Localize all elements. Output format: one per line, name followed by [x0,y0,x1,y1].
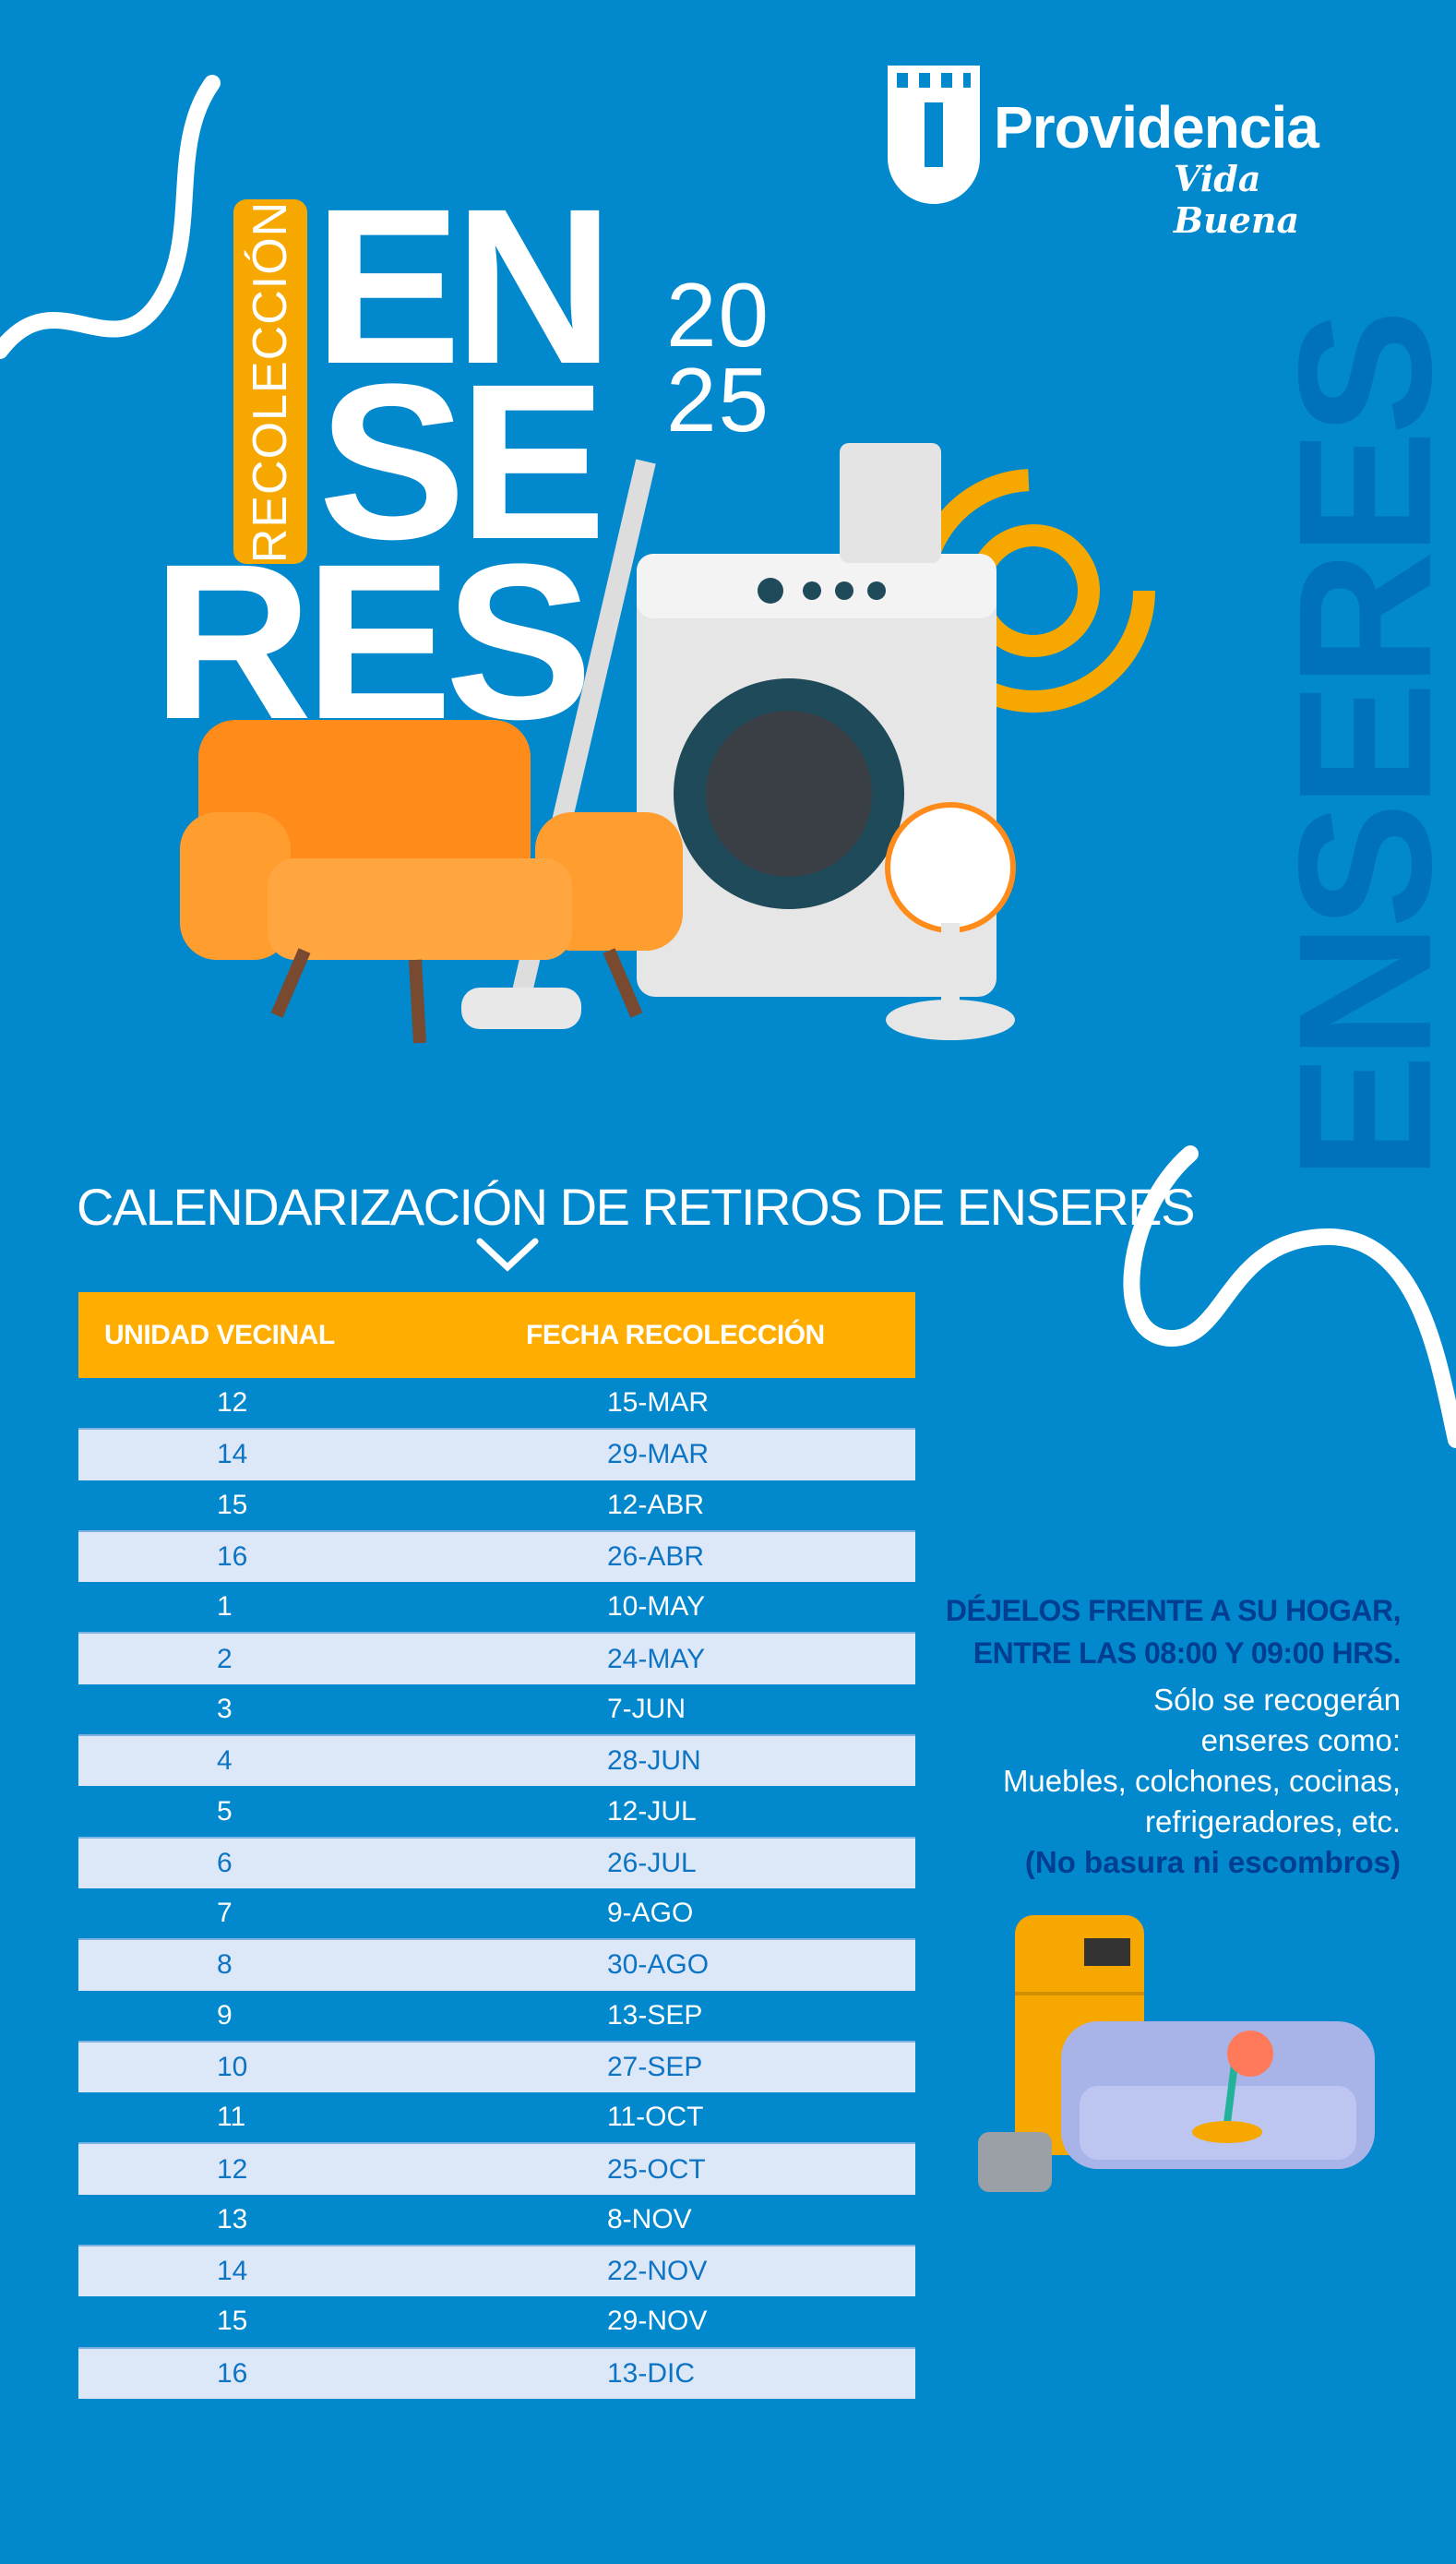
fecha-cell: 29-MAR [498,1428,915,1480]
crest-icon [888,66,980,204]
unidad-vecinal-cell: 12 [78,2142,498,2195]
table-row: 1 10-MAY [78,1582,915,1633]
fecha-cell: 15-MAR [607,1387,710,1419]
table-row: 7 9-AGO [78,1888,915,1939]
fecha-cell: 13-SEP [607,1999,703,2031]
armchair-image [180,720,683,1044]
side-word-text: ENSERES [1259,315,1456,1180]
year-line-2: 25 [666,349,771,450]
fecha-cell: 27-SEP [498,2040,915,2093]
table-row: 12 15-MAR [78,1378,915,1429]
fecha-cell: 28-JUN [498,1734,915,1787]
detail-line: Muebles, colchones, cocinas, [1002,1764,1401,1798]
table-row: 14 22-NOV [78,2245,915,2297]
table-row: 11 11-OCT [78,2092,915,2143]
brand-tagline: Vida Buena [1174,158,1300,241]
lamp-image [1192,2031,1273,2143]
recoleccion-text: RECOLECCIÓN [244,200,297,563]
table-row: 5 12-JUL [78,1786,915,1837]
year-line-1: 20 [666,264,771,365]
fecha-cell: 30-AGO [498,1938,915,1991]
unidad-vecinal-cell: 10 [78,2040,498,2093]
fecha-cell: 22-NOV [498,2245,915,2297]
unidad-vecinal-cell: 7 [217,1898,233,1929]
instruction-line: DÉJELOS FRENTE A SU HOGAR, [945,1594,1402,1627]
sofa-image [1061,2021,1375,2169]
table-row: 4 28-JUN [78,1734,915,1787]
table-row: 13 8-NOV [78,2195,915,2246]
detail-line: Sólo se recogerán [1153,1683,1401,1717]
unidad-vecinal-cell: 2 [78,1632,498,1684]
recoleccion-label: RECOLECCIÓN [233,199,307,564]
table-row: 10 27-SEP [78,2040,915,2093]
unidad-vecinal-cell: 16 [78,1529,498,1583]
fecha-cell: 29-NOV [607,2306,708,2337]
table-header: UNIDAD VECINAL FECHA RECOLECCIÓN [78,1292,915,1378]
unidad-vecinal-cell: 13 [217,2203,248,2235]
table-row: 15 12-ABR [78,1480,915,1531]
table-row: 16 13-DIC [78,2346,915,2399]
fecha-cell: 25-OCT [498,2142,915,2195]
chevron-down-icon [476,1238,539,1272]
unidad-vecinal-cell: 1 [217,1591,233,1623]
unidad-vecinal-cell: 5 [217,1795,233,1827]
unidad-vecinal-cell: 14 [78,2245,498,2297]
detail-text: Sólo se recogerán enseres como: Muebles,… [921,1680,1401,1842]
table-row: 14 29-MAR [78,1428,915,1480]
providencia-logo: Providencia Vida Buena [888,66,1349,241]
hero-title-line-1: EN [314,162,614,410]
unidad-vecinal-cell: 4 [78,1734,498,1787]
fecha-cell: 26-ABR [498,1529,915,1583]
table-row: 16 26-ABR [78,1529,915,1583]
table-row: 2 24-MAY [78,1632,915,1684]
unidad-vecinal-cell: 11 [217,2102,246,2133]
side-word: ENSERES [1259,277,1456,1218]
unidad-vecinal-cell: 3 [217,1693,233,1724]
fecha-cell: 26-JUL [498,1836,915,1888]
fecha-cell: 24-MAY [498,1632,915,1684]
white-squiggle-top [0,75,221,359]
fecha-cell: 11-OCT [607,2102,704,2133]
header-fecha: FECHA RECOLECCIÓN [498,1292,915,1378]
table-row: 15 29-NOV [78,2296,915,2347]
detail-line: refrigeradores, etc. [1145,1804,1401,1839]
fecha-cell: 7-JUN [607,1693,686,1724]
fecha-cell: 10-MAY [607,1591,706,1623]
header-unidad-vecinal: UNIDAD VECINAL [78,1292,498,1378]
unidad-vecinal-cell: 6 [78,1836,498,1888]
table-row: 8 30-AGO [78,1938,915,1991]
unidad-vecinal-cell: 9 [217,1999,233,2031]
table-row: 6 26-JUL [78,1836,915,1888]
fecha-cell: 9-AGO [607,1898,694,1929]
toaster-image [978,2132,1052,2192]
unidad-vecinal-cell: 15 [217,1489,248,1520]
section-title: CALENDARIZACIÓN DE RETIROS DE ENSERES [77,1178,1195,1236]
brand-name: Providencia [994,94,1319,161]
detail-line: enseres como: [1200,1723,1401,1757]
instruction-line: ENTRE LAS 08:00 Y 09:00 HRS. [973,1636,1402,1670]
fan-image [885,802,1016,1040]
unidad-vecinal-cell: 15 [217,2306,248,2337]
instructions-panel: DÉJELOS FRENTE A SU HOGAR, ENTRE LAS 08:… [921,1589,1402,1883]
table-row: 3 7-JUN [78,1684,915,1735]
collection-schedule-table: UNIDAD VECINAL FECHA RECOLECCIÓN 12 15-MA… [78,1292,915,2399]
unidad-vecinal-cell: 14 [78,1428,498,1480]
white-squiggle-right [1123,1145,1456,1448]
fecha-cell: 8-NOV [607,2203,692,2235]
table-row: 9 13-SEP [78,1991,915,2042]
table-row: 12 25-OCT [78,2142,915,2195]
hero-title-line-2: SE [318,338,606,585]
kettle-image [840,443,941,563]
hero-title-line-3: RES [152,518,592,765]
fecha-cell: 12-ABR [607,1489,705,1520]
hero-year: 20 25 [666,264,771,450]
fecha-cell: 12-JUL [607,1795,697,1827]
unidad-vecinal-cell: 8 [78,1938,498,1991]
fecha-cell: 13-DIC [498,2346,915,2399]
unidad-vecinal-cell: 16 [78,2346,498,2399]
exclusion-note: (No basura ni escombros) [1024,1845,1401,1879]
unidad-vecinal-cell: 12 [217,1387,248,1419]
